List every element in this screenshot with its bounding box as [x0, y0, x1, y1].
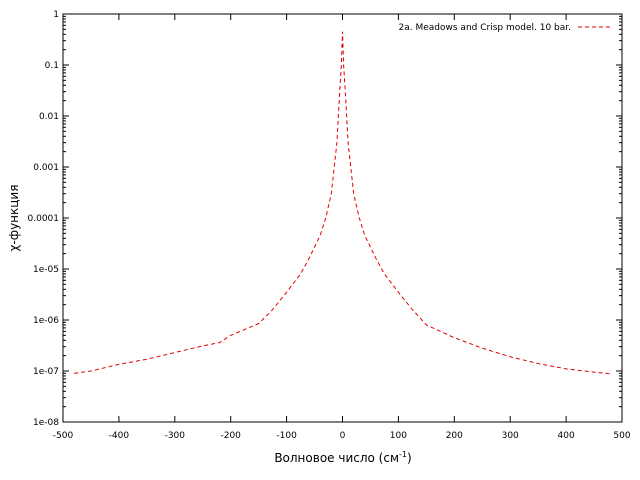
y-tick-label: 0.0001	[28, 214, 60, 224]
series-line	[74, 31, 611, 375]
y-tick-label: 0.1	[45, 61, 59, 71]
y-tick-label: 0.001	[33, 163, 59, 173]
y-tick-label: 1	[53, 10, 59, 20]
y-axis-ticks: 1e-08 1e-07 1e-06 1e-05 0.0001 0.001 0.01 0.1 1	[28, 10, 622, 428]
x-tick-label: 0	[340, 431, 346, 441]
x-tick-label: 200	[446, 431, 463, 441]
x-tick-label: 300	[502, 431, 519, 441]
y-axis-label: χ-функция	[7, 185, 21, 252]
x-axis-label-main: Волновое число (см	[274, 451, 399, 465]
x-tick-label: -100	[276, 431, 297, 441]
y-tick-label: 1e-08	[33, 418, 59, 428]
x-tick-label: 400	[558, 431, 575, 441]
x-tick-label: -400	[109, 431, 130, 441]
x-axis-label-end: )	[407, 451, 412, 465]
x-tick-label: -500	[53, 431, 74, 441]
y-tick-label: 1e-05	[33, 265, 59, 275]
x-axis-ticks: -500 -400 -300 -200 -100 0 100 200 300 400 500	[53, 14, 631, 441]
y-tick-label: 1e-07	[33, 367, 59, 377]
y-tick-label: 1e-06	[33, 316, 59, 326]
x-axis-label-superscript: -1	[399, 450, 407, 459]
legend: 2a. Meadows and Crisp model. 10 bar.	[399, 23, 610, 33]
legend-label: 2a. Meadows and Crisp model. 10 bar.	[399, 23, 571, 33]
y-tick-label: 0.01	[39, 112, 59, 122]
plot-frame	[62, 13, 623, 423]
plot-area	[62, 13, 623, 423]
x-axis-label: Волновое число (см-1)	[274, 450, 411, 465]
x-tick-label: 500	[613, 431, 630, 441]
x-tick-label: -300	[165, 431, 186, 441]
series-layer	[74, 31, 611, 375]
x-tick-label: 100	[390, 431, 407, 441]
x-tick-label: -200	[220, 431, 241, 441]
